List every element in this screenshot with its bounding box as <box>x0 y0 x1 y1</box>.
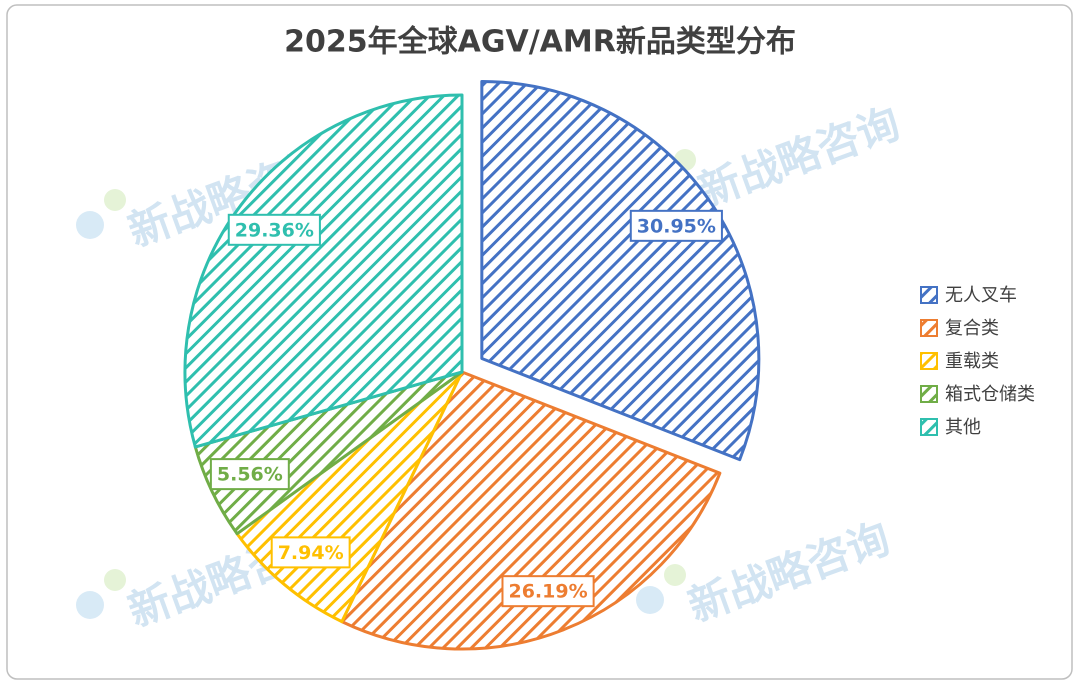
data-label-group: 26.19% <box>501 575 595 608</box>
data-label: 30.95% <box>637 215 716 237</box>
data-label-box <box>629 209 723 242</box>
data-label-box <box>270 536 351 569</box>
pie-slice <box>480 79 761 462</box>
data-label-group: 5.56% <box>209 458 290 491</box>
data-label: 29.36% <box>235 219 314 241</box>
watermark-dot <box>664 564 686 586</box>
watermark-dot <box>76 211 104 239</box>
legend-swatch <box>920 286 938 304</box>
data-label-group: 30.95% <box>629 209 723 242</box>
legend-swatch <box>920 385 938 403</box>
pie-slice <box>183 93 464 449</box>
data-label: 5.56% <box>217 464 283 486</box>
watermark-dot <box>76 591 104 619</box>
data-label-group: 29.36% <box>227 213 321 246</box>
watermark-dot <box>636 586 664 614</box>
legend-swatch <box>920 418 938 436</box>
watermark-dot <box>104 189 126 211</box>
legend-label: 重载类 <box>945 351 999 372</box>
data-label: 26.19% <box>508 581 587 603</box>
chart-title: 2025年全球AGV/AMR新品类型分布 <box>284 25 796 60</box>
legend-label: 复合类 <box>945 318 999 339</box>
data-label: 7.94% <box>278 542 344 564</box>
pie-slice <box>340 370 722 651</box>
watermark-dot <box>104 569 126 591</box>
legend-swatch <box>920 352 938 370</box>
legend-swatch <box>920 319 938 337</box>
data-label-box <box>209 458 290 491</box>
legend-label: 箱式仓储类 <box>945 384 1035 405</box>
data-label-box <box>227 213 321 246</box>
legend-label: 无人叉车 <box>945 285 1017 306</box>
data-label-box <box>501 575 595 608</box>
legend-label: 其他 <box>945 417 981 438</box>
data-label-group: 7.94% <box>270 536 351 569</box>
